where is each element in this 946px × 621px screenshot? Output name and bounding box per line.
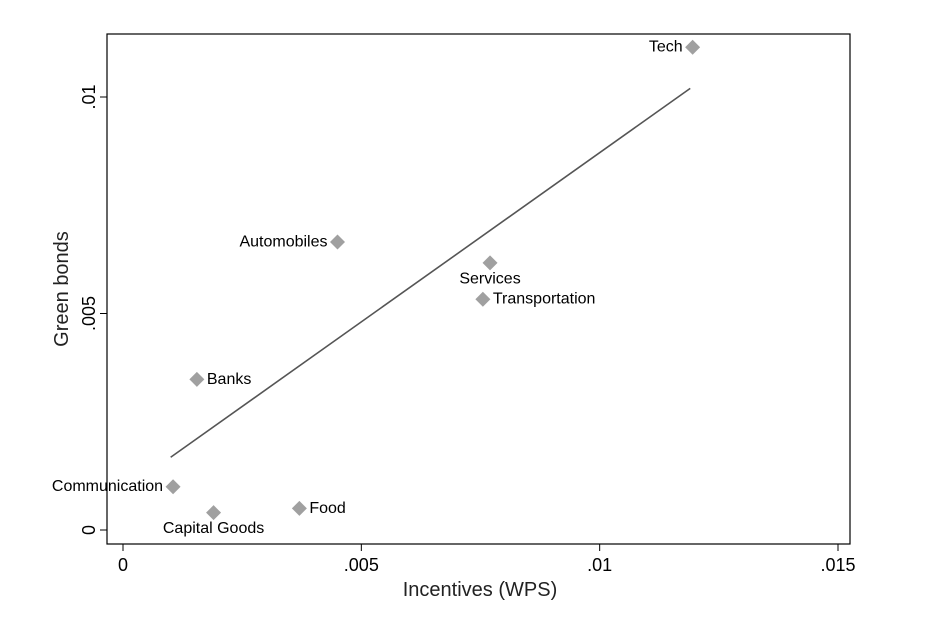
point-label-tech: Tech [649,39,683,56]
point-services [482,255,498,271]
fit-line [170,87,691,458]
x-tick-label: .015 [820,555,855,575]
x-tick-label: .01 [587,555,612,575]
point-tech [685,39,701,55]
x-axis-title: Incentives (WPS) [403,579,557,601]
point-label-automobiles: Automobiles [239,234,327,251]
y-axis-title: Green bonds [51,231,73,347]
point-food [291,500,307,516]
point-automobiles [330,234,345,250]
plot-frame [106,33,851,545]
y-axis: 0 .005 .01 [79,84,107,535]
y-tick-label: .01 [79,84,99,109]
point-label-services: Services [459,270,520,287]
x-tick-label: 0 [118,555,128,575]
fit-line-layer [170,87,691,458]
point-label-food: Food [309,500,345,517]
point-banks [189,371,205,387]
point-label-transportation: Transportation [493,291,596,308]
point-label-communication: Communication [52,478,163,495]
x-tick-label: .005 [344,555,379,575]
points-layer: Tech Automobiles Services Transportation Ban… [52,39,701,537]
x-axis: 0 .005 .01 .015 [118,544,856,575]
point-label-capital-goods: Capital Goods [163,520,264,537]
y-tick-label: 0 [79,525,99,535]
point-transportation [475,291,491,307]
point-label-banks: Banks [207,371,251,388]
point-communication [165,479,181,495]
point-capital-goods [206,505,222,521]
y-tick-label: .005 [79,296,99,331]
